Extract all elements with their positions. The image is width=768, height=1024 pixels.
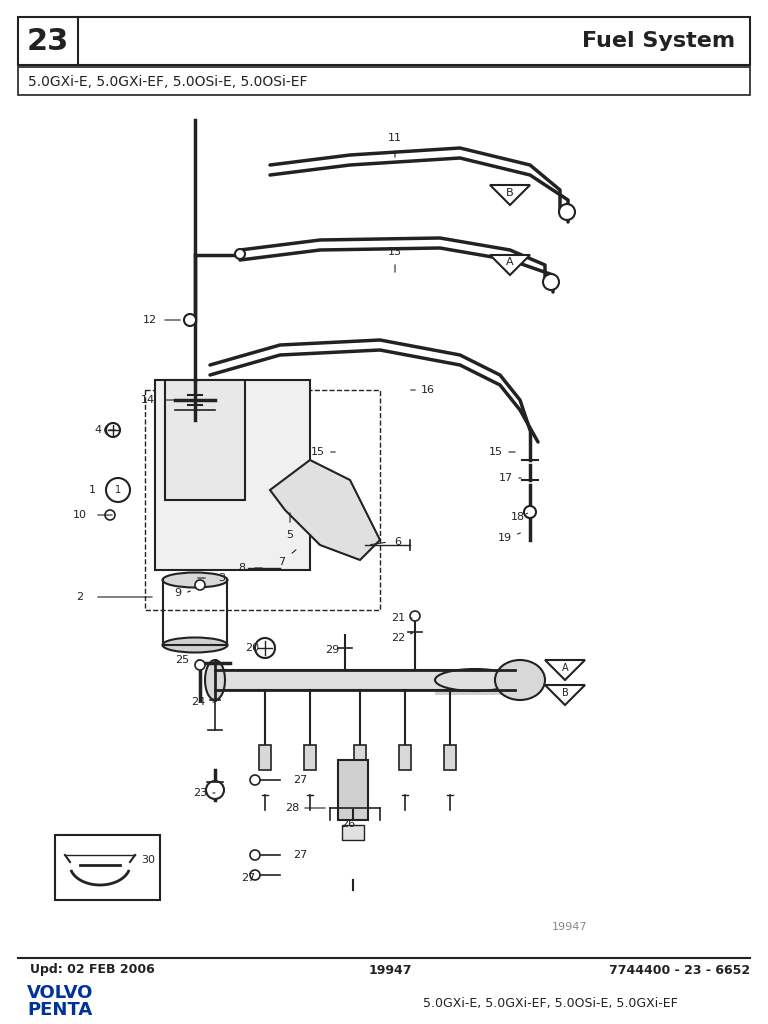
Text: 8: 8: [238, 563, 246, 573]
Text: Upd: 02 FEB 2006: Upd: 02 FEB 2006: [30, 964, 154, 977]
Bar: [399, 745, 411, 770]
Text: A: A: [561, 663, 568, 673]
Text: 20: 20: [245, 643, 259, 653]
Text: 21: 21: [391, 613, 405, 623]
Polygon shape: [490, 185, 530, 205]
Text: 5.0GXi-E, 5.0GXi-EF, 5.0OSi-E, 5.0GXi-EF: 5.0GXi-E, 5.0GXi-EF, 5.0OSi-E, 5.0GXi-EF: [422, 996, 677, 1010]
Text: 13: 13: [388, 247, 402, 257]
Ellipse shape: [205, 660, 225, 700]
Text: 14: 14: [141, 395, 155, 406]
Text: 22: 22: [391, 633, 406, 643]
Text: 7744400 - 23 - 6652: 7744400 - 23 - 6652: [609, 964, 750, 977]
Bar: [304, 745, 316, 770]
Circle shape: [106, 478, 130, 502]
Bar: [338, 760, 368, 820]
Bar: [18, 17, 750, 65]
Text: 12: 12: [143, 315, 157, 325]
Ellipse shape: [435, 669, 515, 691]
Polygon shape: [545, 685, 585, 705]
Circle shape: [250, 775, 260, 785]
Text: 28: 28: [285, 803, 299, 813]
Text: Fuel System: Fuel System: [582, 31, 735, 51]
Text: B: B: [506, 188, 514, 198]
Circle shape: [543, 274, 559, 290]
Text: PENTA: PENTA: [28, 1001, 93, 1019]
Circle shape: [235, 249, 245, 259]
Bar: [155, 380, 310, 570]
Text: 9: 9: [174, 588, 181, 598]
Text: 23: 23: [193, 788, 207, 798]
Text: 25: 25: [175, 655, 189, 665]
Text: 16: 16: [421, 385, 435, 395]
Ellipse shape: [163, 572, 227, 588]
Text: 17: 17: [499, 473, 513, 483]
Polygon shape: [270, 460, 380, 560]
Circle shape: [250, 870, 260, 880]
Text: 4: 4: [94, 425, 101, 435]
Text: 29: 29: [325, 645, 339, 655]
Bar: [259, 745, 271, 770]
Text: 10: 10: [73, 510, 87, 520]
Circle shape: [184, 314, 196, 326]
Bar: [165, 380, 245, 500]
Text: 15: 15: [311, 447, 325, 457]
Text: 1: 1: [88, 485, 95, 495]
Text: 23: 23: [27, 27, 69, 55]
Circle shape: [195, 580, 205, 590]
Circle shape: [524, 506, 536, 518]
Ellipse shape: [163, 638, 227, 652]
Text: 7: 7: [279, 557, 286, 567]
Circle shape: [559, 204, 575, 220]
Text: 5: 5: [286, 530, 293, 540]
Polygon shape: [490, 255, 530, 275]
Circle shape: [250, 850, 260, 860]
Text: 30: 30: [141, 855, 155, 865]
Bar: [444, 745, 456, 770]
Text: 2: 2: [77, 592, 84, 602]
Bar: [342, 825, 364, 840]
Ellipse shape: [206, 781, 224, 799]
Circle shape: [255, 638, 275, 658]
Text: 27: 27: [293, 775, 307, 785]
Text: 6: 6: [395, 537, 402, 547]
Bar: [55, 835, 160, 900]
Circle shape: [195, 660, 205, 670]
Text: 18: 18: [511, 512, 525, 522]
Text: VOLVO: VOLVO: [27, 984, 93, 1002]
Circle shape: [105, 510, 115, 520]
Text: 11: 11: [388, 133, 402, 143]
Ellipse shape: [495, 660, 545, 700]
Text: 5.0GXi-E, 5.0GXi-EF, 5.0OSi-E, 5.0OSi-EF: 5.0GXi-E, 5.0GXi-EF, 5.0OSi-E, 5.0OSi-EF: [28, 75, 307, 89]
Text: 19947: 19947: [552, 922, 588, 932]
Circle shape: [105, 425, 115, 435]
Text: 27: 27: [241, 873, 255, 883]
Bar: [18, 67, 750, 95]
Text: 26: 26: [341, 819, 355, 829]
Text: 3: 3: [219, 573, 226, 583]
Polygon shape: [545, 660, 585, 680]
Text: 1: 1: [115, 485, 121, 495]
Text: 15: 15: [489, 447, 503, 457]
Text: 27: 27: [293, 850, 307, 860]
Bar: [354, 745, 366, 770]
Text: 19947: 19947: [368, 964, 412, 977]
Text: B: B: [561, 688, 568, 698]
Bar: [215, 670, 475, 690]
Text: A: A: [506, 257, 514, 267]
Text: 24: 24: [191, 697, 205, 707]
Circle shape: [106, 423, 120, 437]
Circle shape: [410, 611, 420, 621]
Bar: [435, 690, 515, 695]
Text: 19: 19: [498, 534, 512, 543]
